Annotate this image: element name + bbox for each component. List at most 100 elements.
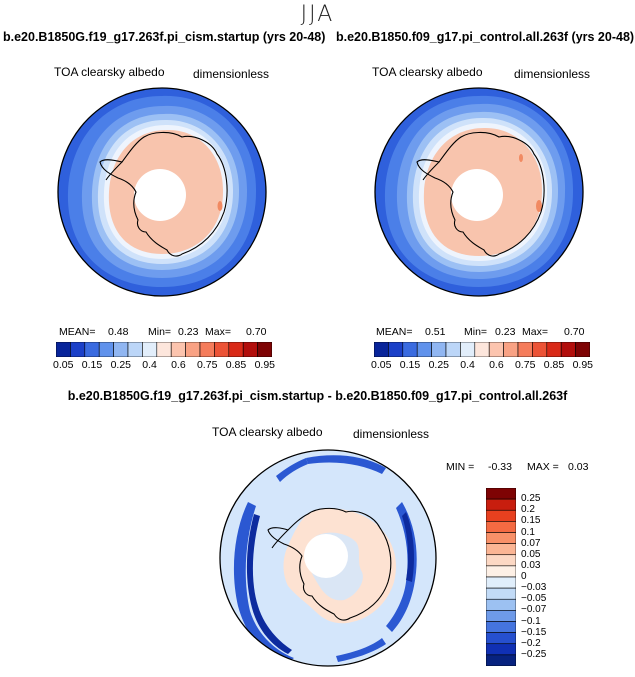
left-colorbar-swatch <box>185 342 201 357</box>
left-variable-label: TOA clearsky albedo <box>54 65 165 79</box>
left-min-value: 0.23 <box>178 326 199 338</box>
left-colorbar-swatch <box>257 342 272 357</box>
left-units-label: dimensionless <box>193 67 270 81</box>
diff-colorbar-swatch <box>486 565 516 578</box>
left-colorbar-label: 0.25 <box>110 359 132 371</box>
right-colorbar-swatch <box>503 342 519 357</box>
diff-panel-title: b.e20.B1850G.f19_g17.263f.pi_cism.startu… <box>67 389 568 403</box>
right-colorbar-label: 0.85 <box>543 359 565 371</box>
diff-colorbar-swatch <box>486 632 516 645</box>
left-colorbar-label: 0.4 <box>142 359 157 371</box>
diff-min-label: MIN = <box>446 461 475 473</box>
right-colorbar <box>374 342 590 357</box>
left-mean-label: MEAN= <box>59 326 96 338</box>
right-colorbar-labels: 0.05 0.15 0.25 0.4 0.6 0.75 0.85 0.95 <box>371 359 593 373</box>
left-colorbar-swatch <box>214 342 230 357</box>
diff-colorbar-swatch <box>486 654 516 666</box>
right-colorbar-swatch <box>474 342 490 357</box>
right-colorbar-label: 0.95 <box>572 359 594 371</box>
left-colorbar-swatch <box>170 342 186 357</box>
diff-colorbar-swatch <box>486 610 516 622</box>
right-colorbar-label: 0.4 <box>460 359 475 371</box>
diff-colorbar-label: 0.15 <box>521 515 541 527</box>
right-colorbar-label: 0.25 <box>428 359 450 371</box>
left-colorbar-swatch <box>127 342 143 357</box>
diff-colorbar-label: 0.05 <box>521 548 541 560</box>
left-colorbar-swatch <box>228 342 244 357</box>
diff-max-value: 0.03 <box>568 461 589 473</box>
right-colorbar-swatch <box>402 342 418 357</box>
left-colorbar-swatch <box>56 342 71 357</box>
right-mean-label: MEAN= <box>376 326 413 338</box>
left-colorbar-swatch <box>199 342 215 357</box>
right-colorbar-swatch <box>416 342 432 357</box>
left-colorbar-labels: 0.05 0.15 0.25 0.4 0.6 0.75 0.85 0.95 <box>53 359 275 373</box>
diff-colorbar-label: 0.07 <box>521 537 541 549</box>
diff-colorbar-swatch <box>486 576 516 589</box>
right-min-value: 0.23 <box>495 326 516 338</box>
left-colorbar <box>56 342 272 357</box>
right-polar-map <box>374 87 584 297</box>
right-max-value: 0.70 <box>564 326 585 338</box>
diff-polar-map <box>219 449 437 667</box>
right-variable-label: TOA clearsky albedo <box>372 65 483 79</box>
right-units-label: dimensionless <box>514 67 591 81</box>
right-panel-title: b.e20.B1850.f09_g17.pi_control.all.263f … <box>336 30 635 44</box>
diff-colorbar-label: 0 <box>521 571 527 582</box>
left-colorbar-swatch <box>142 342 158 357</box>
diff-colorbar-label: −0.05 <box>521 593 547 605</box>
left-colorbar-label: 0.6 <box>171 359 186 371</box>
right-min-label: Min= <box>464 326 488 338</box>
right-colorbar-label: 0.6 <box>489 359 504 371</box>
left-colorbar-label: 0.75 <box>196 359 218 371</box>
diff-colorbar-swatch <box>486 621 516 633</box>
diff-colorbar-labels: 0.25 0.2 0.15 0.1 0.07 0.05 0.03 0 −0.03 −0.05 −0.… <box>521 488 581 666</box>
left-colorbar-label: 0.15 <box>81 359 103 371</box>
diff-colorbar-swatch <box>486 532 516 544</box>
diff-colorbar-label: 0.03 <box>521 559 541 571</box>
right-colorbar-swatch <box>374 342 389 357</box>
diff-colorbar-label: −0.03 <box>521 582 547 594</box>
left-max-value: 0.70 <box>246 326 267 338</box>
right-colorbar-swatch <box>460 342 476 357</box>
left-colorbar-swatch <box>98 342 114 357</box>
right-colorbar-swatch <box>488 342 504 357</box>
right-mean-value: 0.51 <box>425 326 446 338</box>
right-colorbar-swatch <box>445 342 461 357</box>
diff-colorbar-label: −0.25 <box>521 648 547 660</box>
left-colorbar-swatch <box>70 342 86 357</box>
diff-colorbar-swatch <box>486 554 516 567</box>
diff-max-label: MAX = <box>527 461 559 473</box>
left-max-label: Max= <box>205 326 231 338</box>
left-colorbar-label: 0.05 <box>52 359 74 371</box>
diff-colorbar-label: 0.2 <box>521 504 535 516</box>
diff-colorbar-swatch <box>486 521 516 533</box>
right-colorbar-swatch <box>560 342 576 357</box>
diff-colorbar-swatch <box>486 587 516 600</box>
right-colorbar-swatch <box>517 342 533 357</box>
season-title: JJA <box>300 2 335 27</box>
diff-colorbar-swatch <box>486 543 516 556</box>
right-colorbar-swatch <box>575 342 590 357</box>
diff-units-label: dimensionless <box>353 427 430 441</box>
diff-colorbar-swatch <box>486 488 516 500</box>
right-colorbar-label: 0.75 <box>514 359 536 371</box>
left-colorbar-swatch <box>242 342 258 357</box>
left-mean-value: 0.48 <box>108 326 129 338</box>
left-colorbar-label: 0.95 <box>254 359 276 371</box>
diff-colorbar-swatch <box>486 598 516 611</box>
left-colorbar-label: 0.85 <box>225 359 247 371</box>
right-colorbar-swatch <box>431 342 447 357</box>
left-colorbar-swatch <box>113 342 129 357</box>
left-polar-map <box>57 87 267 297</box>
diff-min-value: -0.33 <box>488 461 512 473</box>
right-colorbar-label: 0.15 <box>399 359 421 371</box>
left-colorbar-swatch <box>156 342 172 357</box>
diff-colorbar-label: 0.1 <box>521 526 535 538</box>
diff-variable-label: TOA clearsky albedo <box>212 425 323 439</box>
right-colorbar-swatch <box>546 342 562 357</box>
left-min-label: Min= <box>148 326 172 338</box>
diff-colorbar-label: −0.1 <box>521 615 541 627</box>
left-panel-title: b.e20.B1850G.f19_g17.263f.pi_cism.startu… <box>3 30 326 44</box>
right-max-label: Max= <box>522 326 548 338</box>
